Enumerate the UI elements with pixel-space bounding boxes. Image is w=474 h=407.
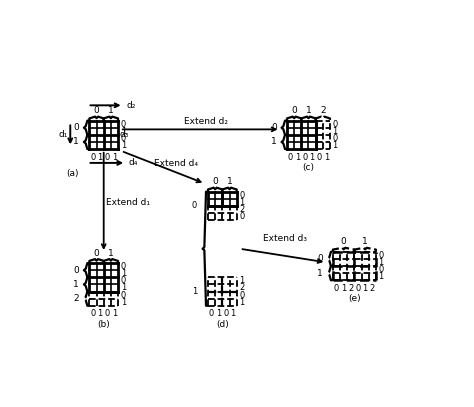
Text: 1: 1 [227, 177, 232, 186]
Text: 0: 0 [341, 237, 346, 246]
Text: 2: 2 [239, 284, 245, 293]
Text: 1: 1 [333, 141, 338, 150]
Text: 0: 0 [73, 123, 79, 132]
Text: 0: 0 [239, 212, 245, 221]
Text: 0: 0 [378, 251, 384, 260]
Text: (e): (e) [348, 294, 361, 303]
Text: 0: 0 [239, 191, 245, 200]
Text: 2: 2 [73, 294, 79, 303]
Text: Extend d₃: Extend d₃ [263, 234, 307, 243]
Text: 1: 1 [112, 153, 117, 162]
Text: 1: 1 [317, 269, 323, 278]
Text: 1: 1 [120, 127, 126, 136]
Text: 1: 1 [306, 106, 311, 115]
Text: 0: 0 [73, 266, 79, 275]
Text: (d): (d) [216, 319, 229, 328]
Text: 1: 1 [120, 141, 126, 150]
Text: (b): (b) [97, 319, 110, 328]
Text: 0: 0 [292, 106, 297, 115]
Text: 1: 1 [216, 309, 221, 318]
Text: 1: 1 [271, 138, 277, 147]
Text: d₂: d₂ [126, 101, 136, 110]
Text: 0: 0 [378, 265, 384, 274]
Text: d₄: d₄ [128, 158, 137, 167]
Text: 0: 0 [288, 153, 293, 162]
Text: 0: 0 [317, 254, 323, 263]
Text: 1: 1 [73, 138, 79, 147]
Text: 1: 1 [363, 284, 368, 293]
Text: 0: 0 [120, 134, 126, 143]
Text: d₁: d₁ [59, 130, 68, 139]
Text: 1: 1 [120, 298, 126, 307]
Text: 0: 0 [105, 309, 110, 318]
Text: 1: 1 [341, 284, 346, 293]
Text: 0: 0 [302, 153, 308, 162]
Text: 0: 0 [356, 284, 361, 293]
Text: 1: 1 [98, 309, 103, 318]
Text: 0: 0 [333, 134, 338, 143]
Text: 1: 1 [120, 269, 126, 278]
Text: 1: 1 [98, 153, 103, 162]
Text: 2: 2 [320, 106, 326, 115]
Text: 0: 0 [333, 120, 338, 129]
Text: 0: 0 [271, 123, 277, 132]
Text: 1: 1 [378, 258, 384, 267]
Text: 0: 0 [120, 276, 126, 285]
Text: 0: 0 [192, 201, 197, 210]
Text: 2: 2 [370, 284, 375, 293]
Text: 1: 1 [295, 153, 301, 162]
Text: 1: 1 [333, 127, 338, 136]
Text: 1: 1 [239, 198, 245, 207]
Text: 0: 0 [209, 309, 214, 318]
Text: 0: 0 [94, 106, 100, 115]
Text: 0: 0 [120, 120, 126, 129]
Text: 0: 0 [239, 291, 245, 300]
Text: 0: 0 [120, 291, 126, 300]
Text: 1: 1 [378, 272, 384, 281]
Text: d₃: d₃ [120, 130, 129, 139]
Text: 1: 1 [112, 309, 117, 318]
Text: 1: 1 [362, 237, 368, 246]
Text: 1: 1 [324, 153, 329, 162]
Text: 0: 0 [223, 309, 228, 318]
Text: 2: 2 [239, 205, 245, 214]
Text: 0: 0 [334, 284, 339, 293]
Text: 1: 1 [108, 106, 114, 115]
Text: Extend d₂: Extend d₂ [184, 118, 228, 127]
Text: 1: 1 [120, 284, 126, 293]
Text: 0: 0 [91, 153, 96, 162]
Text: 0: 0 [91, 309, 96, 318]
Text: 0: 0 [105, 153, 110, 162]
Text: 0: 0 [94, 249, 100, 258]
Text: (c): (c) [302, 163, 314, 172]
Text: Extend d₄: Extend d₄ [154, 159, 198, 168]
Text: Extend d₁: Extend d₁ [106, 198, 149, 207]
Text: 0: 0 [120, 262, 126, 271]
Text: 1: 1 [230, 309, 236, 318]
Text: 1: 1 [192, 287, 197, 296]
Text: 0: 0 [317, 153, 322, 162]
Text: 2: 2 [348, 284, 354, 293]
Text: 0: 0 [212, 177, 218, 186]
Text: (a): (a) [66, 169, 78, 178]
Text: 1: 1 [310, 153, 315, 162]
Text: 1: 1 [108, 249, 114, 258]
Text: 1: 1 [239, 298, 245, 307]
Text: 1: 1 [73, 280, 79, 289]
Text: 1: 1 [239, 276, 245, 285]
